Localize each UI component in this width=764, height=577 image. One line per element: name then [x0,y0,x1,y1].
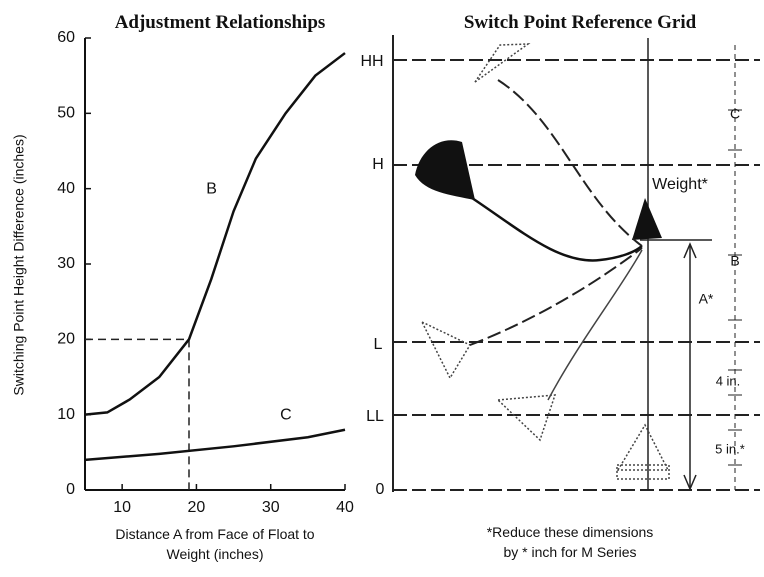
level-label: 0 [376,481,385,498]
x-tick-label: 40 [336,499,354,516]
series-label: B [206,180,217,197]
series-line [84,428,346,462]
y-tick-label: 20 [57,331,75,348]
footnote-1: *Reduce these dimensions [486,524,654,540]
reference-grid [392,35,760,492]
x-tick-label: 30 [262,499,280,516]
dimension-label: B [730,253,739,269]
level-label: L [374,336,383,353]
x-tick-label: 20 [188,499,206,516]
y-tick-label: 10 [57,406,75,423]
y-tick-label: 0 [66,481,75,498]
series-label: C [280,406,292,423]
dimension-label: 5 in.* [715,441,745,456]
y-tick-label: 30 [57,255,75,272]
dimension-label: 4 in. [716,373,741,388]
x-axis-label: Distance A from Face of Float to Weight … [115,526,315,562]
level-label: LL [366,408,384,425]
dimension-label: A* [699,291,714,307]
weight-label: Weight* [652,176,708,193]
level-label: H [372,156,384,173]
dimension-label: C [730,106,740,122]
x-tick-label: 10 [113,499,131,516]
chart-title: Adjustment Relationships [114,12,326,33]
y-tick-label: 40 [57,180,75,197]
y-tick-label: 50 [57,105,75,122]
y-tick-label: 60 [57,29,75,46]
footnote-2: by * inch for M Series [503,544,637,560]
diagram-title: Switch Point Reference Grid [463,12,697,33]
series-line [84,52,346,416]
level-label: HH [360,53,383,70]
y-axis-label: Switching Point Height Difference (inche… [11,134,27,395]
